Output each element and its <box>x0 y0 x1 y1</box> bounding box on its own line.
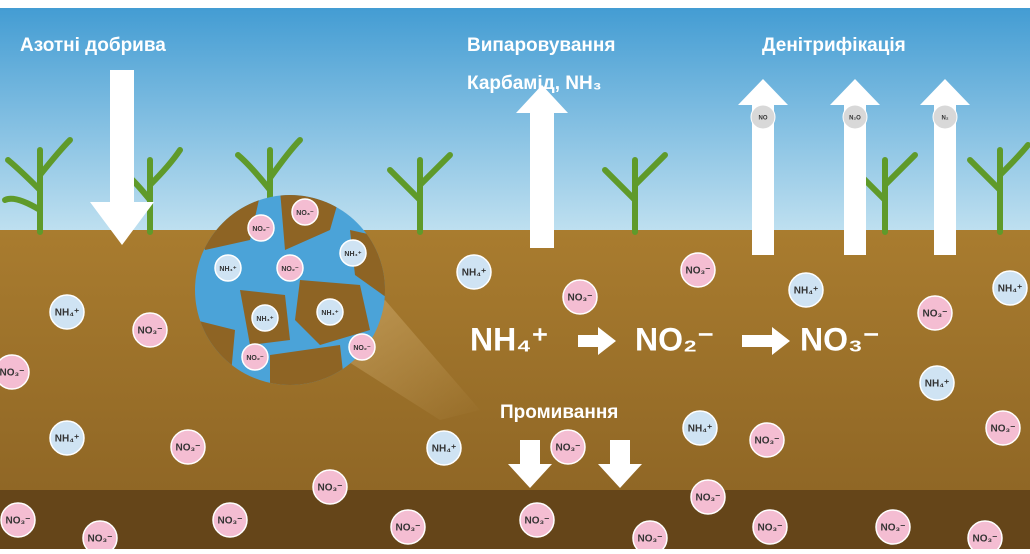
ion-label: NO₃⁻ <box>218 516 243 527</box>
ion: NO₃⁻ <box>551 430 585 464</box>
ion: NH₄⁺ <box>317 299 343 325</box>
ion: NH₄⁺ <box>427 431 461 465</box>
ion-label: NO₃⁻ <box>755 436 780 447</box>
ion: NH₄⁺ <box>457 255 491 289</box>
volatilization-sub: Карбамід, NH₃ <box>467 73 601 94</box>
ion-label: NO₃⁻ <box>525 516 550 527</box>
ion: NO₃⁻ <box>133 313 167 347</box>
ion: NH₄⁺ <box>340 240 366 266</box>
volatilization-label: Випаровування <box>467 35 615 56</box>
ion-label: NH₄⁺ <box>688 424 713 435</box>
ion: NO₃⁻ <box>520 503 554 537</box>
ion: NO₃⁻ <box>753 510 787 544</box>
ion: NO₃⁻ <box>986 411 1020 445</box>
ion-label: NO₂⁻ <box>252 226 270 233</box>
ion-label: NO₃⁻ <box>758 523 783 534</box>
ion-label: NH₄⁺ <box>794 286 819 297</box>
ion-label: NO₃⁻ <box>638 534 663 545</box>
ion-label: NO₃⁻ <box>991 424 1016 435</box>
ion: NO₃⁻ <box>213 503 247 537</box>
ion: NO₃⁻ <box>1 503 35 537</box>
gas-label: N₂O <box>849 116 861 122</box>
ion: NO₃⁻ <box>391 510 425 544</box>
denitrification-label: Денітрифікація <box>762 35 906 56</box>
ion-label: NO₂⁻ <box>281 266 299 273</box>
ion-label: NH₄⁺ <box>344 251 361 258</box>
ion: NO₂⁻ <box>242 344 268 370</box>
ion-label: NH₄⁺ <box>55 308 80 319</box>
ion: NH₄⁺ <box>252 305 278 331</box>
ion: NO₃⁻ <box>313 470 347 504</box>
ion-label: NH₄⁺ <box>432 444 457 455</box>
ion: NO₃⁻ <box>681 253 715 287</box>
ion: NH₄⁺ <box>50 295 84 329</box>
ion: NO₃⁻ <box>750 423 784 457</box>
ion: NO₂⁻ <box>248 215 274 241</box>
top-border <box>0 0 1030 8</box>
ion-label: NO₃⁻ <box>881 523 906 534</box>
ion-label: NO₃⁻ <box>923 309 948 320</box>
illustration: Азотні добрива Випаровування Карбамід, N… <box>0 0 1030 549</box>
ion-label: NO₃⁻ <box>176 443 201 454</box>
ion-label: NO₃⁻ <box>696 493 721 504</box>
ion-label: NO₃⁻ <box>686 266 711 277</box>
ion-label: NO₃⁻ <box>556 443 581 454</box>
ion-label: NO₃⁻ <box>296 210 314 217</box>
ion-label: NO₃⁻ <box>318 483 343 494</box>
ion-label: NO₃⁻ <box>0 368 24 379</box>
ion: NH₄⁺ <box>920 366 954 400</box>
equation-term: NO₃⁻ <box>800 321 880 357</box>
ion: NH₄⁺ <box>683 411 717 445</box>
subsoil <box>0 490 1030 549</box>
ion: NO₃⁻ <box>83 521 117 549</box>
ion-label: NO₃⁻ <box>88 534 113 545</box>
ion: NO₃⁻ <box>633 521 667 549</box>
ion-label: NO₂⁻ <box>246 355 264 362</box>
ion: NH₄⁺ <box>50 421 84 455</box>
ion: NO₃⁻ <box>876 510 910 544</box>
ion: NH₄⁺ <box>789 273 823 307</box>
ion-label: NH₄⁺ <box>462 268 487 279</box>
ion-label: NH₄⁺ <box>219 266 236 273</box>
ion-label: NH₄⁺ <box>55 434 80 445</box>
ion: NO₃⁻ <box>292 199 318 225</box>
ion-label: NO₂⁻ <box>353 345 371 352</box>
ion: NH₄⁺ <box>215 255 241 281</box>
equation-term: NH₄⁺ <box>470 321 548 357</box>
ion-label: NO₃⁻ <box>396 523 421 534</box>
ion: NO₃⁻ <box>171 430 205 464</box>
ion-label: NO₃⁻ <box>6 516 31 527</box>
ion-label: NH₄⁺ <box>925 379 950 390</box>
ion: NO₃⁻ <box>691 480 725 514</box>
ion-label: NO₃⁻ <box>973 534 998 545</box>
ion: NO₃⁻ <box>563 280 597 314</box>
ion-label: NO₃⁻ <box>138 326 163 337</box>
gas-label: N₂ <box>942 116 949 122</box>
ion-label: NH₄⁺ <box>321 310 338 317</box>
ion-label: NO₃⁻ <box>568 293 593 304</box>
ion: NO₂⁻ <box>277 255 303 281</box>
fertilizer-label: Азотні добрива <box>20 35 166 56</box>
ion-label: NH₄⁺ <box>998 284 1023 295</box>
equation-term: NO₂⁻ <box>635 321 714 357</box>
ion: NO₂⁻ <box>349 334 375 360</box>
leaching-label: Промивання <box>500 402 618 423</box>
gas-label: NO <box>759 116 768 122</box>
ion: NH₄⁺ <box>993 271 1027 305</box>
ion: NO₃⁻ <box>918 296 952 330</box>
ion: NO₃⁻ <box>0 355 29 389</box>
ion: NO₃⁻ <box>968 521 1002 549</box>
ion-label: NH₄⁺ <box>256 316 273 323</box>
